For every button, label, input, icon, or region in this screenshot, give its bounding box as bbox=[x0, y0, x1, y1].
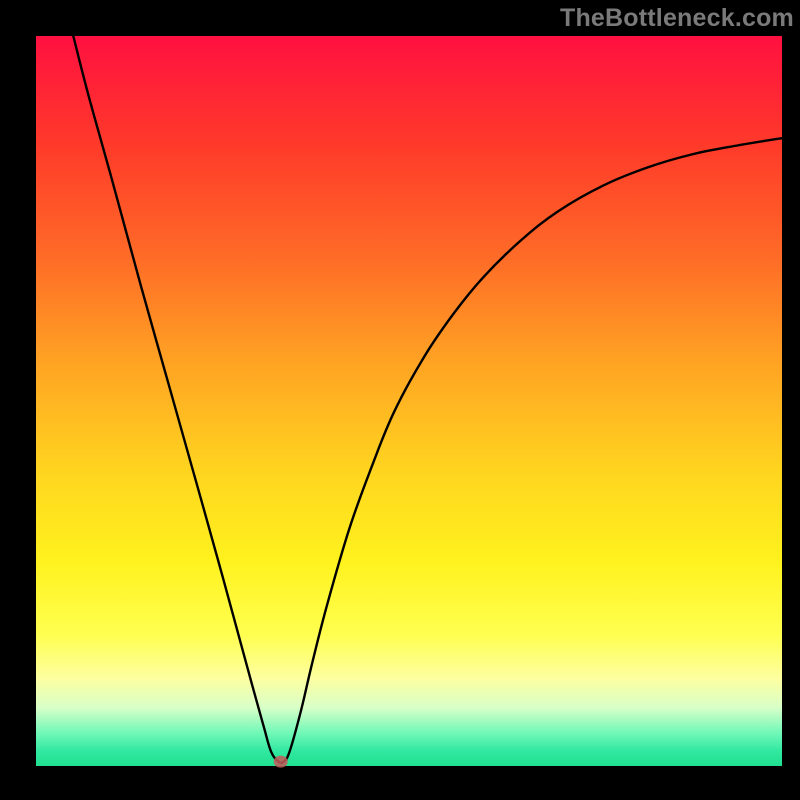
figure-container: TheBottleneck.com bbox=[0, 0, 800, 800]
optimum-marker bbox=[274, 756, 288, 768]
gradient-background bbox=[36, 36, 782, 766]
bottleneck-chart bbox=[0, 0, 800, 800]
watermark-text: TheBottleneck.com bbox=[560, 4, 794, 33]
